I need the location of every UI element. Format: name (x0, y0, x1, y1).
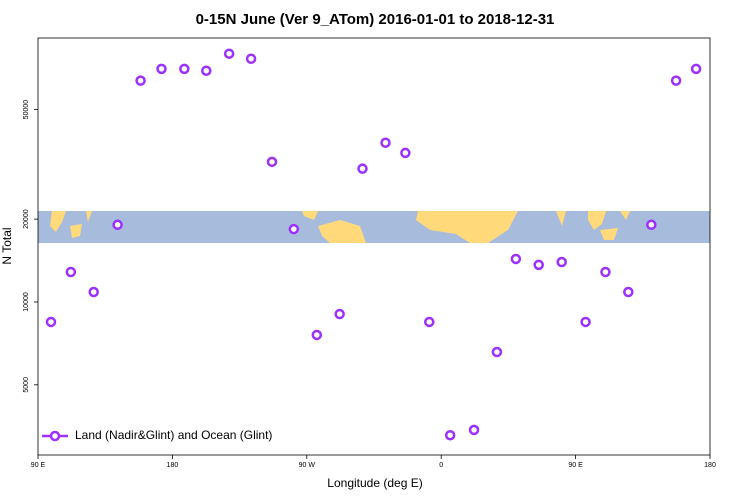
point (424, 316, 435, 328)
point (400, 147, 411, 159)
legend-marker (49, 430, 61, 442)
point (690, 63, 702, 75)
plot-frame (37, 37, 711, 456)
point (45, 316, 57, 328)
point (334, 308, 345, 320)
x-tick-label: 90 E (31, 462, 46, 469)
land (50, 211, 630, 243)
point (266, 156, 278, 168)
chart-title: 0-15N June (Ver 9_ATom) 2016-01-01 to 20… (196, 11, 555, 28)
point (380, 137, 391, 148)
point (201, 65, 212, 76)
point (646, 219, 657, 231)
point (88, 286, 99, 298)
x-tick-label: 90 W (299, 462, 316, 469)
legend-label: Land (Nadir&Glint) and Ocean (Glint) (75, 428, 272, 442)
y-tick-label: 5000 (23, 377, 30, 393)
point (444, 429, 456, 441)
x-axis-label: Longitude (deg E) (327, 476, 422, 490)
x-tick-label: 180 (167, 462, 179, 469)
y-tick-label: 20000 (23, 209, 30, 229)
point (288, 223, 300, 235)
y-axis-label: N Total (0, 227, 14, 264)
point (156, 63, 167, 75)
point (112, 219, 123, 231)
point (533, 259, 544, 271)
y-tick-label: 10000 (23, 292, 30, 312)
point (670, 75, 682, 86)
point (311, 329, 323, 341)
point (223, 48, 235, 59)
point (600, 266, 611, 278)
point (179, 63, 190, 75)
point (510, 253, 522, 265)
point (135, 75, 146, 86)
point (491, 346, 503, 358)
point (468, 424, 480, 436)
x-tick-label: 180 (704, 462, 716, 469)
point (623, 286, 634, 298)
point (245, 53, 257, 64)
point (65, 266, 77, 278)
x-tick-label: 0 (439, 462, 443, 469)
point (580, 316, 591, 328)
point (357, 163, 368, 174)
map-band (38, 211, 710, 243)
x-tick-label: 90 E (568, 462, 583, 469)
y-tick-label: 50000 (23, 100, 30, 120)
point (556, 256, 567, 268)
